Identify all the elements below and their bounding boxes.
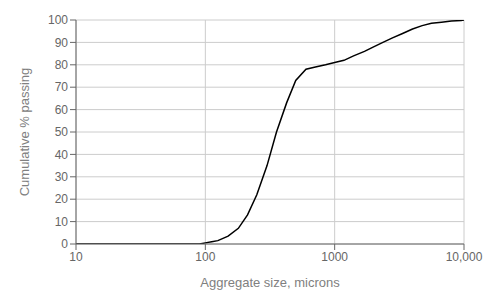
svg-text:1000: 1000 — [321, 250, 348, 264]
svg-text:30: 30 — [55, 170, 69, 184]
svg-text:Cumulative % passing: Cumulative % passing — [17, 68, 32, 197]
svg-text:100: 100 — [48, 13, 68, 27]
svg-text:0: 0 — [61, 237, 68, 251]
svg-text:10: 10 — [55, 215, 69, 229]
svg-text:100: 100 — [195, 250, 215, 264]
svg-text:70: 70 — [55, 80, 69, 94]
svg-text:10: 10 — [69, 250, 83, 264]
svg-text:Aggregate size, microns: Aggregate size, microns — [200, 275, 340, 290]
svg-text:20: 20 — [55, 192, 69, 206]
svg-text:80: 80 — [55, 58, 69, 72]
svg-text:60: 60 — [55, 103, 69, 117]
svg-text:50: 50 — [55, 125, 69, 139]
svg-text:40: 40 — [55, 148, 69, 162]
svg-text:10,000: 10,000 — [446, 250, 483, 264]
svg-text:90: 90 — [55, 36, 69, 50]
